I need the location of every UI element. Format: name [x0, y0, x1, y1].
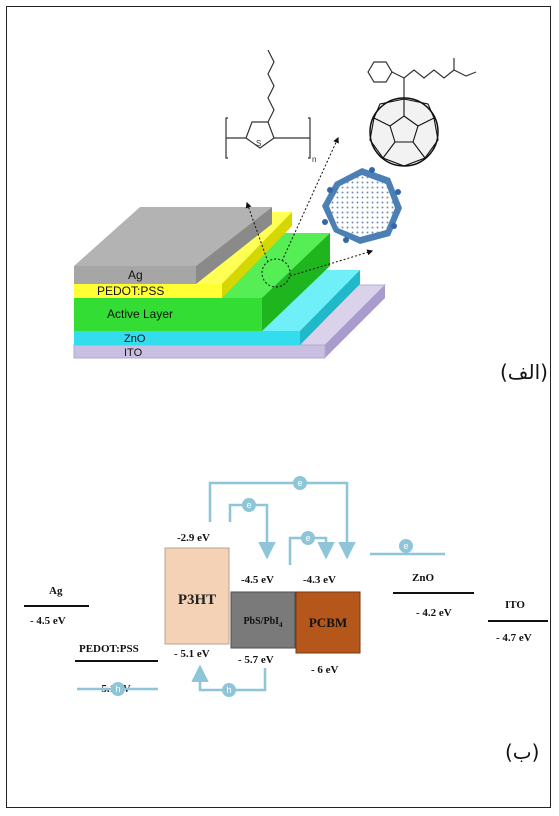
pbs-box	[230, 591, 296, 649]
figure-frame	[6, 6, 551, 808]
zno-energy: - 4.2 eV	[416, 607, 452, 619]
electron-symbol: e	[403, 541, 408, 551]
thiophene-sulfur: S	[256, 139, 261, 148]
layer-ag-label: Ag	[128, 268, 143, 282]
ag-energy: - 4.5 eV	[30, 615, 66, 627]
hole-symbol: h	[226, 685, 231, 695]
electron-symbol: e	[305, 533, 310, 543]
polymer-subscript: n	[312, 155, 316, 164]
layer-pedot-label: PEDOT:PSS	[97, 284, 164, 298]
pcbm-lumo: -4.3 eV	[303, 574, 336, 586]
p3ht-name: P3HT	[178, 592, 216, 608]
hole-markers: h h	[111, 682, 236, 697]
electron-symbol: e	[297, 478, 302, 488]
pcbm-box	[295, 591, 361, 654]
pbs-nanocrystal	[322, 167, 402, 244]
energy-pcbm: PCBM -4.3 eV - 6 eV	[295, 574, 361, 676]
pcbm-structure	[367, 58, 477, 167]
electron-transfer-arrows	[208, 481, 445, 565]
ag-name: Ag	[49, 585, 63, 597]
energy-ito: ITO - 4.7 eV	[488, 599, 548, 644]
layer-active-label: Active Layer	[107, 307, 173, 321]
zno-name: ZnO	[412, 572, 434, 584]
energy-p3ht: P3HT -2.9 eV - 5.1 eV	[164, 532, 230, 660]
pbs-lumo: -4.5 eV	[241, 574, 274, 586]
energy-zno: ZnO - 4.2 eV	[393, 572, 474, 619]
layer-ito-label: ITO	[124, 347, 143, 359]
panel-a-caption: (الف)	[500, 360, 548, 384]
p3ht-lumo: -2.9 eV	[177, 532, 210, 544]
panel-b-caption: (ب)	[505, 740, 540, 764]
ito-energy: - 4.7 eV	[496, 632, 532, 644]
hole-symbol: h	[115, 684, 120, 694]
energy-ag: Ag - 4.5 eV	[24, 585, 89, 627]
pbs-homo: - 5.7 eV	[238, 654, 274, 666]
pbs-name: PbS/PbI4	[243, 616, 283, 629]
p3ht-box	[164, 547, 230, 645]
electron-symbol: e	[246, 500, 251, 510]
zoom-indicator	[245, 136, 374, 288]
layer-zno-label: ZnO	[124, 333, 146, 345]
device-stack: ITO ZnO Active Layer PEDOT:PSS A	[72, 207, 387, 359]
pcbm-homo: - 6 eV	[311, 664, 339, 676]
electron-markers: e e e e	[242, 476, 413, 553]
pcbm-name: PCBM	[309, 615, 347, 630]
p3ht-structure: S n	[225, 49, 316, 164]
p3ht-homo: - 5.1 eV	[174, 648, 210, 660]
ito-name: ITO	[505, 599, 525, 611]
pedot-name: PEDOT:PSS	[79, 643, 139, 655]
layer-ag: Ag	[74, 207, 272, 284]
energy-pbs: PbS/PbI4 -4.5 eV - 5.7 eV	[230, 574, 296, 666]
